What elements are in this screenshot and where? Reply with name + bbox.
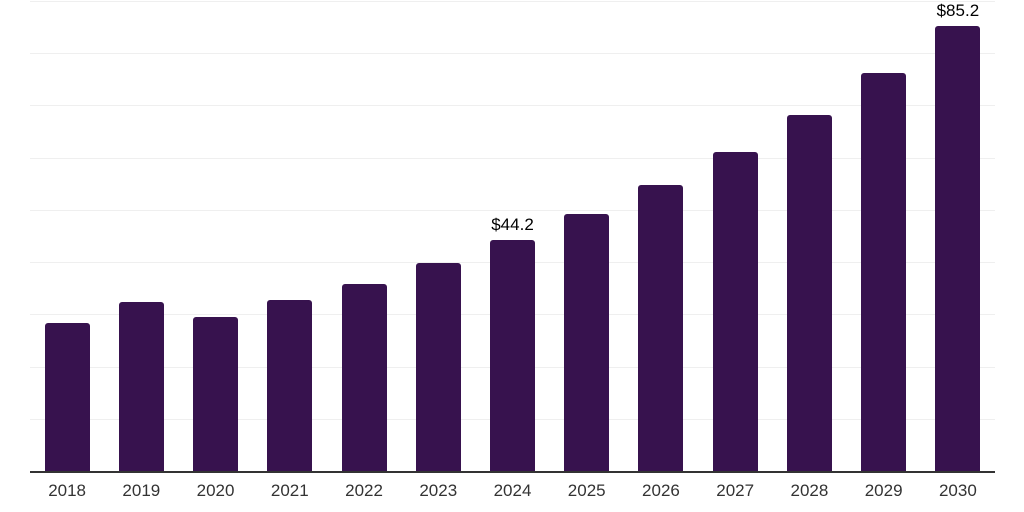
- bar-2029[interactable]: [861, 73, 907, 471]
- bar-2021[interactable]: [267, 300, 313, 471]
- x-tick-2024: 2024: [493, 481, 532, 500]
- data-label-2030: $85.2: [936, 1, 980, 21]
- bar-2022[interactable]: [341, 283, 387, 471]
- x-tick-2025: 2025: [567, 481, 606, 500]
- x-tick-2028: 2028: [790, 481, 829, 500]
- x-tick-2027: 2027: [716, 481, 755, 500]
- x-tick-2026: 2026: [642, 481, 680, 500]
- gridline-60: [30, 157, 995, 159]
- x-tick-2018: 2018: [48, 481, 87, 500]
- x-tick-2019: 2019: [122, 481, 161, 500]
- bar-2019[interactable]: [118, 302, 164, 471]
- data-label-2024: $44.2: [491, 215, 534, 235]
- gridline-80: [30, 53, 995, 55]
- bar-2020[interactable]: [193, 316, 239, 471]
- x-tick-2029: 2029: [864, 481, 903, 500]
- bar-2025[interactable]: [564, 213, 610, 471]
- x-tick-2021: 2021: [270, 481, 309, 500]
- bar-2023[interactable]: [415, 262, 461, 471]
- bar-2024[interactable]: [490, 240, 535, 471]
- x-tick-2022: 2022: [345, 481, 383, 500]
- gridline-90: [30, 1, 995, 2]
- bar-2030[interactable]: [935, 26, 981, 471]
- gridline-50: [30, 209, 995, 211]
- bar-2018[interactable]: [44, 322, 90, 471]
- x-axis-line: [30, 471, 995, 473]
- x-tick-2030: 2030: [938, 481, 977, 500]
- x-tick-2023: 2023: [419, 481, 458, 500]
- x-tick-2020: 2020: [196, 481, 235, 500]
- gridline-70: [30, 105, 995, 107]
- bar-2028[interactable]: [786, 114, 832, 471]
- bar-2026[interactable]: [638, 184, 684, 471]
- plot-area: $44.2 $85.2: [30, 1, 995, 471]
- bar-2027[interactable]: [712, 151, 758, 471]
